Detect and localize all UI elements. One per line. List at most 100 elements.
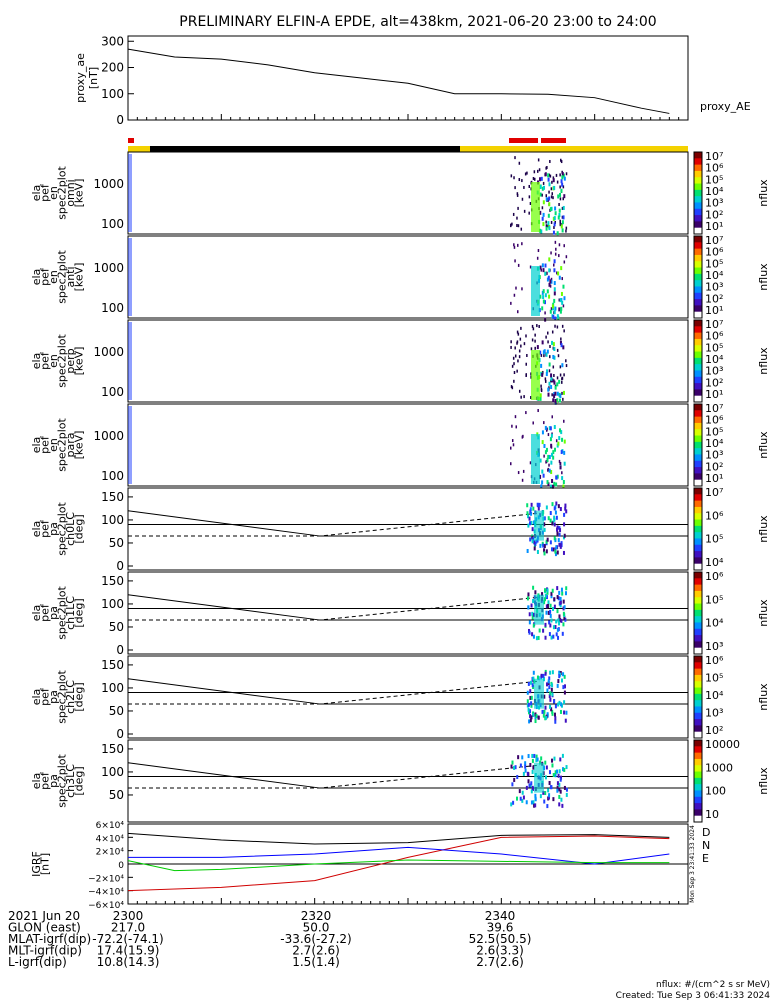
spec-pixel	[545, 220, 547, 224]
pa-colorbar-cell	[694, 538, 702, 546]
spec-pixel	[549, 437, 552, 442]
spec-pixel	[547, 197, 550, 202]
spec-ytick: 1000	[93, 429, 124, 443]
igrf-ytick: 0	[118, 861, 124, 871]
footer-created: Created: Tue Sep 3 06:41:33 2024	[616, 991, 771, 1000]
pa-pixel	[530, 701, 533, 706]
spec-pixel	[529, 461, 532, 465]
pa-pixel	[547, 600, 550, 605]
pa-pixel	[529, 537, 532, 542]
spec-colorbar-cell	[694, 410, 702, 418]
pa-losscone-dashed	[128, 512, 541, 537]
pa-ylabel-line: ch1LC	[64, 596, 77, 630]
spec-pixel	[562, 480, 565, 485]
spec-colorbar-cell	[694, 351, 702, 359]
pa-pixel	[553, 699, 556, 704]
spec-ylabel-line: pef	[39, 435, 52, 454]
pa-colorbar-cell	[694, 628, 702, 636]
footer-value: 2320	[301, 909, 332, 923]
spec-colorbar-cell	[694, 345, 702, 353]
pa-ytick: 0	[116, 559, 124, 573]
spec-ytick: 100	[101, 217, 124, 231]
pa-ylabel-line: [deg]	[73, 598, 86, 627]
pa-colorbar-tick: 100	[705, 785, 726, 798]
spec-pixel	[550, 277, 553, 281]
spec-colorbar-frame	[693, 151, 703, 235]
pa-pixel	[547, 516, 550, 521]
spec-pixel	[539, 265, 542, 270]
spec-ylabel-line: ela	[30, 353, 43, 370]
spec-pixel	[563, 329, 565, 333]
pa-pixel	[549, 609, 552, 614]
pa-pixel	[531, 527, 534, 532]
spec-pixel	[523, 395, 525, 399]
spec-pixel	[525, 411, 527, 415]
pa-pixel	[550, 591, 553, 596]
spec-ylabel-line: omni	[64, 179, 77, 206]
pa-pixel	[533, 753, 536, 758]
spec-pixel	[530, 372, 532, 376]
pa-pixel	[553, 515, 556, 520]
spec-colorbar-tick: 10⁵	[705, 257, 723, 270]
pa-ytick: 100	[101, 513, 124, 527]
spec-ylabel-line: perp	[64, 348, 77, 373]
pa-pixel	[528, 516, 531, 521]
spec-pixel	[517, 224, 520, 228]
spec-pixel	[554, 316, 557, 321]
spec-pixel	[551, 304, 554, 309]
spec-pixel	[548, 257, 551, 262]
pa-colorbar-cell	[694, 662, 702, 670]
spec-pixel	[548, 463, 550, 467]
spec-pixel	[553, 355, 556, 360]
pa-losscone-dashed	[128, 596, 541, 621]
spec-pixel	[561, 391, 563, 395]
pa-ylabel-line: pa	[47, 774, 60, 788]
footer-value: 2.7(2.6)	[476, 955, 524, 969]
pa-pixel	[553, 604, 556, 609]
spec-pixel	[533, 177, 536, 181]
pa-colorbar-cell	[694, 803, 702, 810]
spec-pixel	[539, 185, 542, 190]
pa-pixel	[528, 612, 531, 617]
spec-pixel	[560, 224, 563, 229]
spec-pixel	[553, 425, 556, 430]
footer-row-label: GLON (east)	[8, 921, 81, 935]
pa-pixel	[547, 679, 550, 684]
spec-colorbar-cell	[694, 454, 702, 462]
spec-pixel	[548, 190, 550, 194]
spec-pixel	[550, 376, 553, 381]
pa-colorbar-cell	[694, 513, 702, 521]
spec-pixel	[553, 225, 555, 229]
spec-pixel	[531, 324, 534, 328]
pa-core	[534, 594, 544, 625]
spec-pixel	[541, 340, 544, 345]
spec-pixel	[513, 362, 515, 366]
spec-pixel	[550, 373, 553, 378]
pa-pixel	[551, 692, 554, 697]
spec-pixel	[561, 172, 564, 177]
pa-pixel	[553, 522, 556, 527]
spec-pixel	[559, 173, 561, 177]
spec-pixel	[559, 197, 562, 201]
spec-colorbar-cell	[694, 479, 702, 487]
spec-pixel	[547, 387, 550, 392]
pa-ytick: 150	[101, 574, 124, 588]
spec-colorbar-cell	[694, 189, 702, 197]
spec-pixel	[534, 346, 536, 350]
pa-pixel	[564, 506, 567, 511]
spec-pixel	[541, 469, 544, 474]
spec-core	[531, 434, 540, 484]
spec-colorbar-cell	[694, 208, 702, 216]
spec-ylabel-line: spec2plot	[56, 334, 69, 388]
spec-pixel	[518, 178, 521, 182]
spec-colorbar-cell	[694, 383, 702, 390]
pa-pixel	[556, 527, 559, 532]
spec-pixel	[525, 373, 527, 377]
status-bar-red	[541, 138, 566, 143]
spec-pixel	[512, 443, 515, 447]
pa-core	[534, 510, 544, 541]
spec-pixel	[558, 254, 560, 258]
pa-pixel	[560, 702, 563, 707]
pa-pixel	[546, 590, 549, 595]
pa-colorbar-cell	[694, 635, 702, 642]
